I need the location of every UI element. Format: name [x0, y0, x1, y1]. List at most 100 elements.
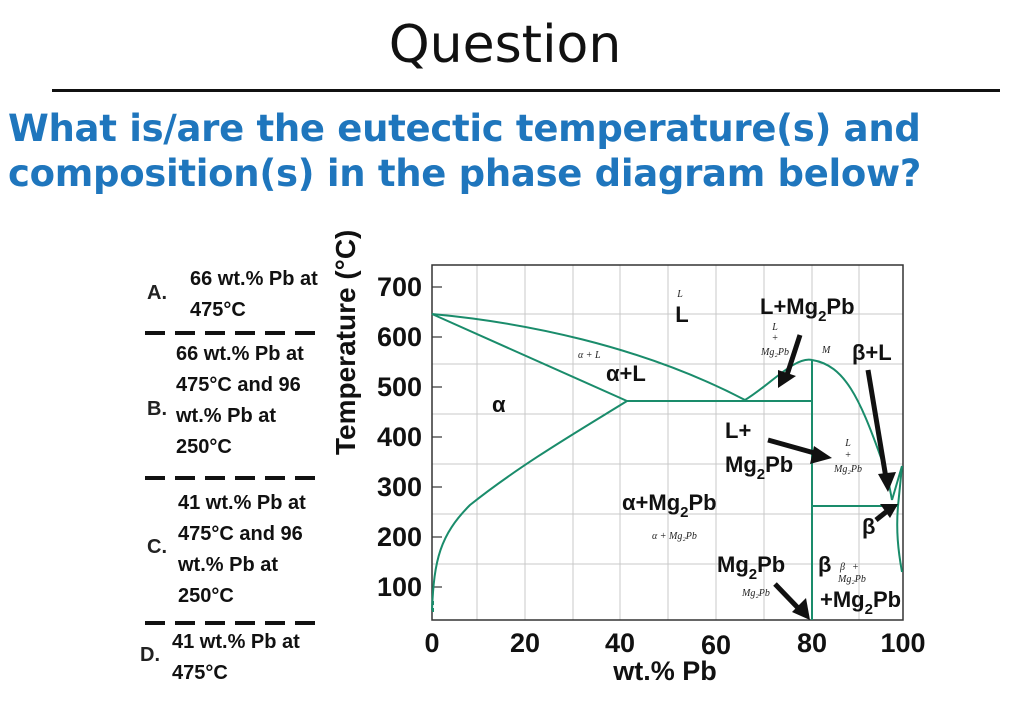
region-label-alpha: α	[492, 392, 506, 417]
option-d-text[interactable]: 41 wt.% Pb at 475°C	[172, 627, 300, 689]
option-c-letter: C.	[147, 536, 167, 558]
label-subscript: 2	[865, 601, 873, 618]
region-label-l-plus: L+	[725, 418, 751, 443]
region-label-beta-arrow: β	[862, 514, 875, 539]
arrow-l-plus-mg2pb	[767, 437, 819, 457]
option-d-line: 475°C	[172, 662, 228, 684]
label-part: α+Mg	[622, 490, 680, 515]
option-a-line: 475°C	[190, 299, 246, 321]
x-tick: 20	[510, 628, 540, 658]
liquidus-left	[431, 313, 746, 401]
option-b-line: wt.% Pb at	[176, 405, 277, 427]
arrow-mg2pb	[773, 582, 802, 612]
region-label-mg2pb-phase: Mg2Pb	[717, 552, 785, 583]
y-tick: 500	[377, 372, 422, 402]
region-label-beta: β	[818, 552, 831, 577]
y-tick: 200	[377, 522, 422, 552]
y-tick: 700	[377, 272, 422, 302]
label-part: Mg	[725, 452, 757, 477]
region-label-mg2pb-small: Mg₂Pb	[833, 464, 862, 475]
label-part: Pb	[688, 490, 716, 515]
option-c-line: 41 wt.% Pb at	[178, 492, 306, 514]
svg-text:+: +	[845, 450, 852, 461]
label-part: +Mg	[820, 587, 865, 612]
plot-frame	[431, 264, 904, 621]
region-label-l-small: L	[676, 289, 683, 300]
svg-text:+: +	[772, 333, 779, 344]
arrow-beta-l	[865, 369, 889, 479]
option-a-text[interactable]: 66 wt.% Pb at 475°C	[190, 264, 318, 326]
label-subscript: 2	[757, 466, 765, 483]
region-label-alpha-mg2pb-small: α + Mg₂Pb	[652, 531, 697, 542]
label-subscript: 2	[680, 504, 688, 521]
arrow-beta	[874, 510, 888, 522]
svg-text:+: +	[852, 562, 859, 573]
solvus-alpha	[431, 400, 628, 611]
arrow-beta-l-head	[878, 472, 896, 492]
option-b-line: 250°C	[176, 436, 232, 458]
solidus-beta	[897, 465, 903, 507]
region-label-mg2pb: Mg2Pb	[725, 452, 793, 483]
option-divider	[145, 331, 325, 335]
question-line-1: What is/are the eutectic temperature(s) …	[8, 107, 921, 150]
question-text: What is/are the eutectic temperature(s) …	[8, 106, 921, 196]
label-part: Pb	[873, 587, 901, 612]
arrows	[767, 334, 898, 620]
region-label-mg2pb-small: Mg₂Pb	[837, 574, 866, 585]
arrow-beta-head	[880, 504, 898, 518]
region-label-beta-small: β	[839, 562, 845, 573]
x-tick: 80	[797, 628, 827, 658]
region-label-l-small: L	[844, 438, 851, 449]
option-c-line: wt.% Pb at	[178, 554, 279, 576]
label-subscript: 2	[818, 308, 826, 325]
region-label-m: M	[821, 345, 831, 356]
option-a-line: 66 wt.% Pb at	[190, 268, 318, 290]
option-b-letter: B.	[147, 398, 167, 420]
option-a-letter: A.	[147, 282, 167, 304]
option-divider	[145, 476, 325, 480]
region-label-mg2pb-small: Mg₂Pb	[741, 588, 770, 599]
arrow-mg2pb-head	[792, 598, 810, 620]
x-tick: 60	[701, 630, 731, 660]
x-tick: 40	[605, 628, 635, 658]
option-b-line: 475°C and 96	[176, 374, 301, 396]
solidus-alpha	[431, 313, 628, 402]
label-subscript: 2	[749, 566, 757, 583]
slide-title: Question	[388, 15, 622, 75]
region-label-mg2pb-small: Mg₂Pb	[760, 347, 789, 358]
region-label-alpha-mg2pb: α+Mg2Pb	[622, 490, 717, 521]
option-d-letter: D.	[140, 644, 160, 666]
label-part: L+Mg	[760, 294, 818, 319]
region-label-l-small: L	[771, 322, 778, 333]
x-tick: 100	[880, 628, 925, 658]
arrow-l-mg2pb	[783, 334, 803, 379]
option-c-text[interactable]: 41 wt.% Pb at 475°C and 96 wt.% Pb at 25…	[178, 488, 306, 612]
title-divider	[52, 89, 1000, 92]
solvus-beta	[896, 505, 903, 573]
y-tick: 300	[377, 472, 422, 502]
option-d-line: 41 wt.% Pb at	[172, 631, 300, 653]
region-label-alpha-l: α+L	[606, 361, 646, 386]
option-b-line: 66 wt.% Pb at	[176, 343, 304, 365]
option-divider	[145, 621, 325, 625]
question-line-2: composition(s) in the phase diagram belo…	[8, 152, 922, 195]
region-label-beta-l: β+L	[852, 340, 892, 365]
label-part: Mg	[717, 552, 749, 577]
region-label-l: L	[675, 302, 688, 327]
x-tick: 0	[424, 628, 439, 658]
option-b-text[interactable]: 66 wt.% Pb at 475°C and 96 wt.% Pb at 25…	[176, 339, 304, 463]
y-tick: 400	[377, 422, 422, 452]
region-label-alpha-l-small: α + L	[578, 350, 601, 361]
region-label-beta-mg2pb: +Mg2Pb	[820, 587, 901, 618]
region-label-l-mg2pb: L+Mg2Pb	[760, 294, 855, 325]
label-part: Pb	[765, 452, 793, 477]
axis-ticks	[432, 286, 442, 588]
arrow-l-mg2pb-head	[778, 370, 796, 388]
arrow-l-plus-mg2pb-head	[810, 446, 832, 464]
x-axis-label: wt.% Pb	[612, 656, 717, 686]
phase-boundaries	[431, 313, 903, 620]
label-part: Pb	[757, 552, 785, 577]
y-tick: 600	[377, 322, 422, 352]
liquidus-beta	[891, 465, 903, 501]
